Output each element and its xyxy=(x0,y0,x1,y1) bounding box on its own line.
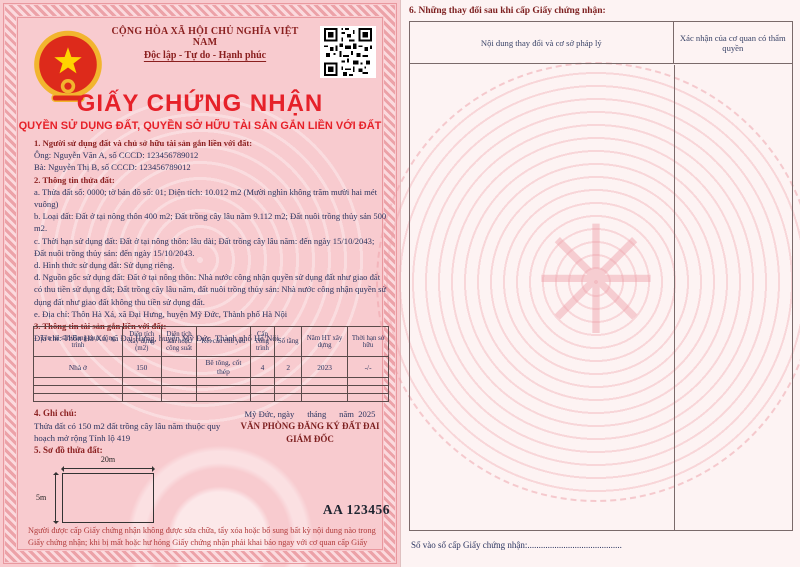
cell-floors: 2 xyxy=(274,356,303,378)
vietnam-national-emblem-icon xyxy=(32,30,104,106)
cell-year: 2023 xyxy=(301,356,349,378)
col-year: Năm HT xây dựng xyxy=(301,326,349,357)
col-structure: Kết cấu chủ yếu xyxy=(196,326,251,357)
changes-table-header: Nội dung thay đổi và cơ sở pháp lý Xác n… xyxy=(410,22,792,64)
certificate-body-text: 1. Người sử dụng đất và chủ sở hữu tài s… xyxy=(34,137,388,344)
watermark-star-icon: ✳ xyxy=(533,200,659,366)
serial-number: AA 123456 xyxy=(322,502,390,517)
changes-table: Nội dung thay đổi và cơ sở pháp lý Xác n… xyxy=(409,21,793,531)
certificate-changes-page: ✳ 6. Những thay đổi sau khi cấp Giấy chứ… xyxy=(376,0,800,567)
footer-warning-text: Người được cấp Giấy chứng nhận không đượ… xyxy=(28,526,376,547)
parcel-rectangle xyxy=(62,473,154,523)
col-asset-name: Tên tài sản/Hạng mục công trình xyxy=(33,326,123,357)
owner-line-2: Bà: Nguyễn Thị B, số CCCD: 123456789012 xyxy=(34,162,191,173)
national-header: CỘNG HÒA XÃ HỘI CHỦ NGHĨA VIỆT NAM Độc l… xyxy=(100,26,310,61)
parcel-item-e: e. Địa chỉ: Thôn Hà Xá, xã Đại Hưng, huy… xyxy=(34,308,288,319)
country-name: CỘNG HÒA XÃ HỘI CHỦ NGHĨA VIỆT NAM xyxy=(111,26,299,48)
signature-role: GIÁM ĐỐC xyxy=(286,434,334,444)
qr-code-icon xyxy=(320,26,376,78)
col-floor-area: Diện tích sàn hoặc công suất xyxy=(160,326,198,357)
signature-office: VĂN PHÒNG ĐĂNG KÝ ĐẤT ĐAI xyxy=(240,421,380,431)
cell-structure: Bê tông, cốt thép xyxy=(196,356,251,378)
signature-date-line: Mỹ Đức, ngày tháng năm 2025 xyxy=(244,409,376,419)
owner-line-1: Ông: Nguyễn Văn A, số CCCD: 123456789012 xyxy=(34,150,199,161)
asset-row: Nhà ở 150 Bê tông, cốt thép 4 2 2023 -/- xyxy=(33,356,389,378)
cell-build-area: 150 xyxy=(121,356,162,378)
parcel-item-dd: đ. Nguồn gốc sử dụng đất: Đất ở tại nông… xyxy=(34,272,387,307)
certificate-subtitle: QUYỀN SỬ DỤNG ĐẤT, QUYỀN SỞ HỮU TÀI SẢN … xyxy=(18,120,382,132)
asset-row-empty xyxy=(33,377,389,386)
parcel-item-a: a. Thửa đất số: 0000; tờ bản đồ số: 01; … xyxy=(34,186,377,210)
section2-heading: 2. Thông tin thửa đất: xyxy=(34,174,115,185)
registry-number-line: Số vào sổ cấp Giấy chứng nhận:..........… xyxy=(411,540,622,550)
asset-table: Tên tài sản/Hạng mục công trình Diện tíc… xyxy=(33,326,389,402)
notes-section: 4. Ghi chú: Thửa đất có 150 m2 đất trồng… xyxy=(34,407,224,445)
certificate-front-page: CỘNG HÒA XÃ HỘI CHỦ NGHĨA VIỆT NAM Độc l… xyxy=(0,0,400,567)
section6-heading: 6. Những thay đổi sau khi cấp Giấy chứng… xyxy=(409,6,606,16)
width-dimension-label: 20m xyxy=(100,455,116,464)
section4-heading: 4. Ghi chú: xyxy=(34,408,77,418)
signature-block: Mỹ Đức, ngày tháng năm 2025 VĂN PHÒNG ĐĂ… xyxy=(228,409,392,444)
column-divider xyxy=(673,65,675,530)
col-build-area: Diện tích xây dựng (m2) xyxy=(121,326,162,357)
parcel-item-b: b. Loại đất: Đất ở tại nông thôn 400 m2;… xyxy=(34,211,387,234)
parcel-item-c: c. Thời hạn sử dụng đất: Đất ở tại nông … xyxy=(34,235,375,258)
section1-heading: 1. Người sử dụng đất và chủ sở hữu tài s… xyxy=(34,138,253,148)
horizontal-arrow xyxy=(61,465,155,472)
col-authority-confirmation: Xác nhận của cơ quan có thẩm quyền xyxy=(679,32,786,53)
asset-table-header-row: Tên tài sản/Hạng mục công trình Diện tíc… xyxy=(33,326,389,357)
height-dimension-label: 5m xyxy=(36,493,47,502)
asset-row-empty xyxy=(33,385,389,394)
cell-grade: 4 xyxy=(249,356,276,378)
certificate-title: GIẤY CHỨNG NHẬN xyxy=(76,90,324,117)
parcel-diagram: 20m 5m xyxy=(34,455,174,530)
col-change-content: Nội dung thay đổi và cơ sở pháp lý xyxy=(410,22,674,63)
circular-watermark: ✳ xyxy=(376,62,800,502)
national-motto: Độc lập - Tự do - Hạnh phúc xyxy=(143,50,267,61)
cell-floor-area xyxy=(160,356,198,378)
col-floors: Số tầng xyxy=(274,326,303,357)
section5-heading: 5. Sơ đồ thửa đất: xyxy=(34,445,103,455)
note-text: Thửa đất có 150 m2 đất trồng cây lâu năm… xyxy=(34,420,221,444)
cell-asset-name: Nhà ở xyxy=(33,356,123,378)
vertical-arrow xyxy=(52,472,59,524)
col-grade: Cấp công trình xyxy=(249,326,276,357)
parcel-item-d: d. Hình thức sử dụng đất: Sử dụng riêng. xyxy=(34,260,175,271)
asset-row-empty xyxy=(33,393,389,402)
changes-table-body xyxy=(410,65,792,530)
